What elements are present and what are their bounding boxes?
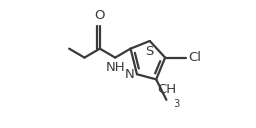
Text: S: S (146, 45, 154, 58)
Text: Cl: Cl (188, 51, 201, 64)
Text: N: N (125, 68, 134, 81)
Text: CH: CH (157, 83, 176, 96)
Text: O: O (94, 9, 105, 22)
Text: NH: NH (105, 61, 125, 74)
Text: 3: 3 (174, 99, 180, 109)
